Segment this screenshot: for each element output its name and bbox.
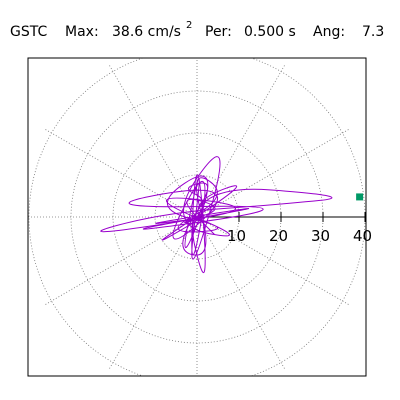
trace-line: [100, 156, 333, 273]
per-label: Per:: [205, 24, 232, 40]
max-point-marker: [356, 193, 364, 201]
radial-tick-label: 10: [227, 227, 246, 245]
grid-spoke: [109, 216, 198, 369]
grid-spoke: [45, 129, 198, 218]
radial-axis: 10 20 30 40: [197, 212, 372, 245]
grid-spoke: [196, 65, 285, 218]
ang-value: 7.3: [362, 24, 384, 40]
radial-tick-label: 40: [353, 227, 372, 245]
radial-tick-label: 20: [269, 227, 288, 245]
ang-label: Ang:: [313, 24, 345, 40]
max-label: Max:: [65, 24, 99, 40]
max-marker-group: [356, 193, 364, 201]
per-value: 0.500 s: [244, 24, 296, 40]
motion-trace: [100, 156, 333, 273]
grid-spoke: [109, 65, 198, 218]
grid-spoke: [45, 216, 198, 305]
header-text-svg: GSTC Max: 38.6 cm/s 2 Per: 0.500 s Ang: …: [10, 20, 384, 40]
station-code: GSTC: [10, 24, 47, 40]
chart-header: GSTC Max: 38.6 cm/s 2 Per: 0.500 s Ang: …: [0, 16, 400, 44]
grid-spoke: [196, 216, 349, 305]
plot-frame: [27, 57, 367, 377]
max-unit-exponent: 2: [186, 20, 192, 31]
grid-spoke: [196, 216, 285, 369]
max-value: 38.6 cm/s: [112, 24, 181, 40]
radial-tick-label: 30: [311, 227, 330, 245]
grid-spoke: [196, 129, 349, 218]
